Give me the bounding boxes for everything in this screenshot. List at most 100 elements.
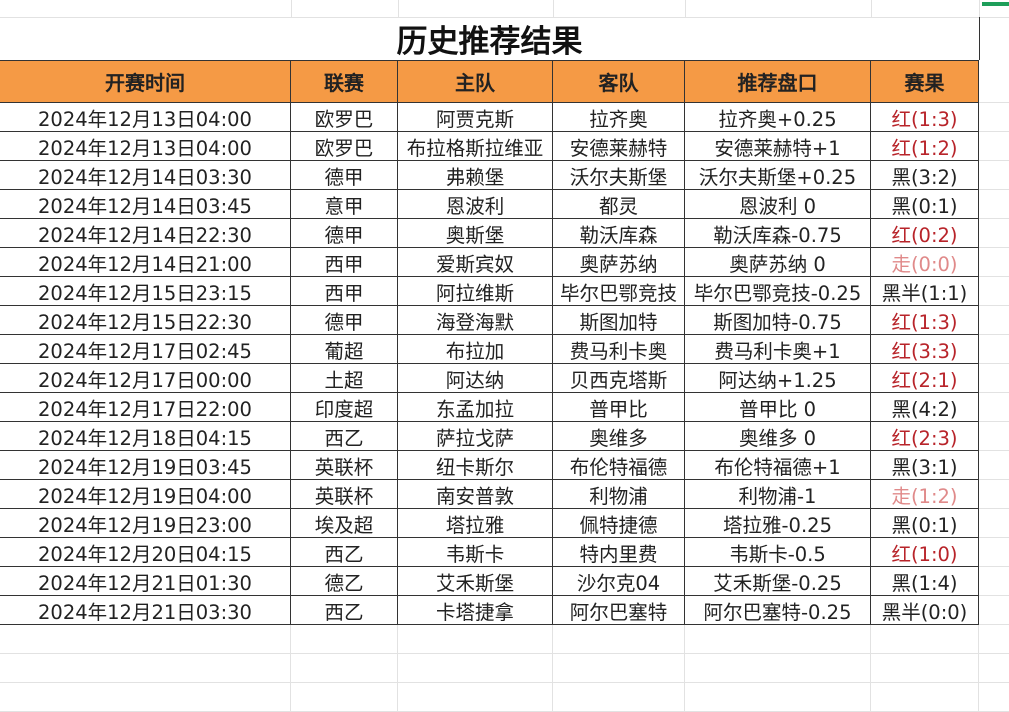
cell-result[interactable]: 红(1:0) (871, 538, 979, 567)
empty-cell[interactable] (553, 683, 685, 712)
cell-pick[interactable]: 塔拉雅-0.25 (685, 509, 871, 538)
empty-cell[interactable] (553, 654, 685, 683)
cell-time[interactable]: 2024年12月13日04:00 (0, 103, 291, 132)
cell-away[interactable]: 贝西克塔斯 (553, 364, 685, 393)
cell-home[interactable]: 爱斯宾奴 (398, 248, 553, 277)
cell-pick[interactable]: 安德莱赫特+1 (685, 132, 871, 161)
cell-time[interactable]: 2024年12月21日03:30 (0, 596, 291, 625)
cell-league[interactable]: 西乙 (291, 596, 398, 625)
cell-away[interactable]: 沃尔夫斯堡 (553, 161, 685, 190)
cell-away[interactable]: 安德莱赫特 (553, 132, 685, 161)
empty-cell[interactable] (685, 654, 871, 683)
empty-cell[interactable] (398, 625, 553, 654)
empty-cell[interactable] (0, 625, 291, 654)
cell-league[interactable]: 印度超 (291, 393, 398, 422)
cell-time[interactable]: 2024年12月20日04:15 (0, 538, 291, 567)
cell-home[interactable]: 韦斯卡 (398, 538, 553, 567)
empty-cell[interactable] (871, 683, 979, 712)
cell-away[interactable]: 都灵 (553, 190, 685, 219)
column-header-result[interactable]: 赛果 (871, 60, 979, 103)
cell-home[interactable]: 阿拉维斯 (398, 277, 553, 306)
cell-time[interactable]: 2024年12月14日21:00 (0, 248, 291, 277)
cell-league[interactable]: 埃及超 (291, 509, 398, 538)
cell-home[interactable]: 艾禾斯堡 (398, 567, 553, 596)
cell-away[interactable]: 奥维多 (553, 422, 685, 451)
cell-home[interactable]: 布拉加 (398, 335, 553, 364)
cell-result[interactable]: 红(3:3) (871, 335, 979, 364)
cell-away[interactable]: 斯图加特 (553, 306, 685, 335)
cell-time[interactable]: 2024年12月19日23:00 (0, 509, 291, 538)
cell-league[interactable]: 英联杯 (291, 451, 398, 480)
column-header-time[interactable]: 开赛时间 (0, 60, 291, 103)
cell-time[interactable]: 2024年12月15日22:30 (0, 306, 291, 335)
cell-away[interactable]: 利物浦 (553, 480, 685, 509)
cell-away[interactable]: 奥萨苏纳 (553, 248, 685, 277)
cell-result[interactable]: 红(2:1) (871, 364, 979, 393)
cell-league[interactable]: 西甲 (291, 277, 398, 306)
cell-home[interactable]: 南安普敦 (398, 480, 553, 509)
cell-home[interactable]: 萨拉戈萨 (398, 422, 553, 451)
cell-pick[interactable]: 毕尔巴鄂竞技-0.25 (685, 277, 871, 306)
column-header-away[interactable]: 客队 (553, 60, 685, 103)
cell-league[interactable]: 德乙 (291, 567, 398, 596)
cell-time[interactable]: 2024年12月17日00:00 (0, 364, 291, 393)
cell-home[interactable]: 纽卡斯尔 (398, 451, 553, 480)
cell-result[interactable]: 黑(0:1) (871, 509, 979, 538)
cell-result[interactable]: 黑半(0:0) (871, 596, 979, 625)
cell-league[interactable]: 土超 (291, 364, 398, 393)
cell-time[interactable]: 2024年12月17日02:45 (0, 335, 291, 364)
cell-pick[interactable]: 利物浦-1 (685, 480, 871, 509)
cell-away[interactable]: 特内里费 (553, 538, 685, 567)
cell-league[interactable]: 葡超 (291, 335, 398, 364)
cell-time[interactable]: 2024年12月14日03:30 (0, 161, 291, 190)
cell-home[interactable]: 布拉格斯拉维亚 (398, 132, 553, 161)
cell-pick[interactable]: 普甲比 0 (685, 393, 871, 422)
cell-league[interactable]: 西甲 (291, 248, 398, 277)
cell-away[interactable]: 费马利卡奥 (553, 335, 685, 364)
cell-league[interactable]: 欧罗巴 (291, 132, 398, 161)
cell-result[interactable]: 黑(1:4) (871, 567, 979, 596)
cell-pick[interactable]: 斯图加特-0.75 (685, 306, 871, 335)
cell-home[interactable]: 阿达纳 (398, 364, 553, 393)
cell-away[interactable]: 普甲比 (553, 393, 685, 422)
empty-cell[interactable] (0, 654, 291, 683)
empty-cell[interactable] (871, 625, 979, 654)
cell-result[interactable]: 黑(3:2) (871, 161, 979, 190)
sheet-title[interactable]: 历史推荐结果 (0, 17, 980, 60)
cell-result[interactable]: 黑(0:1) (871, 190, 979, 219)
cell-away[interactable]: 佩特捷德 (553, 509, 685, 538)
cell-result[interactable]: 黑(4:2) (871, 393, 979, 422)
cell-pick[interactable]: 艾禾斯堡-0.25 (685, 567, 871, 596)
cell-home[interactable]: 恩波利 (398, 190, 553, 219)
cell-pick[interactable]: 奥萨苏纳 0 (685, 248, 871, 277)
cell-result[interactable]: 黑半(1:1) (871, 277, 979, 306)
empty-cell[interactable] (0, 683, 291, 712)
cell-time[interactable]: 2024年12月15日23:15 (0, 277, 291, 306)
empty-cell[interactable] (685, 683, 871, 712)
cell-pick[interactable]: 韦斯卡-0.5 (685, 538, 871, 567)
cell-pick[interactable]: 沃尔夫斯堡+0.25 (685, 161, 871, 190)
cell-result[interactable]: 红(1:2) (871, 132, 979, 161)
cell-time[interactable]: 2024年12月14日22:30 (0, 219, 291, 248)
cell-home[interactable]: 弗赖堡 (398, 161, 553, 190)
cell-home[interactable]: 塔拉雅 (398, 509, 553, 538)
cell-time[interactable]: 2024年12月19日03:45 (0, 451, 291, 480)
cell-away[interactable]: 布伦特福德 (553, 451, 685, 480)
cell-time[interactable]: 2024年12月18日04:15 (0, 422, 291, 451)
cell-time[interactable]: 2024年12月21日01:30 (0, 567, 291, 596)
cell-pick[interactable]: 阿达纳+1.25 (685, 364, 871, 393)
cell-pick[interactable]: 恩波利 0 (685, 190, 871, 219)
empty-cell[interactable] (291, 625, 398, 654)
cell-result[interactable]: 红(2:3) (871, 422, 979, 451)
cell-result[interactable]: 红(1:3) (871, 306, 979, 335)
cell-away[interactable]: 沙尔克04 (553, 567, 685, 596)
cell-home[interactable]: 卡塔捷拿 (398, 596, 553, 625)
empty-cell[interactable] (398, 683, 553, 712)
cell-pick[interactable]: 布伦特福德+1 (685, 451, 871, 480)
cell-away[interactable]: 毕尔巴鄂竞技 (553, 277, 685, 306)
cell-league[interactable]: 西乙 (291, 422, 398, 451)
cell-league[interactable]: 意甲 (291, 190, 398, 219)
cell-league[interactable]: 西乙 (291, 538, 398, 567)
empty-cell[interactable] (291, 683, 398, 712)
cell-home[interactable]: 东孟加拉 (398, 393, 553, 422)
